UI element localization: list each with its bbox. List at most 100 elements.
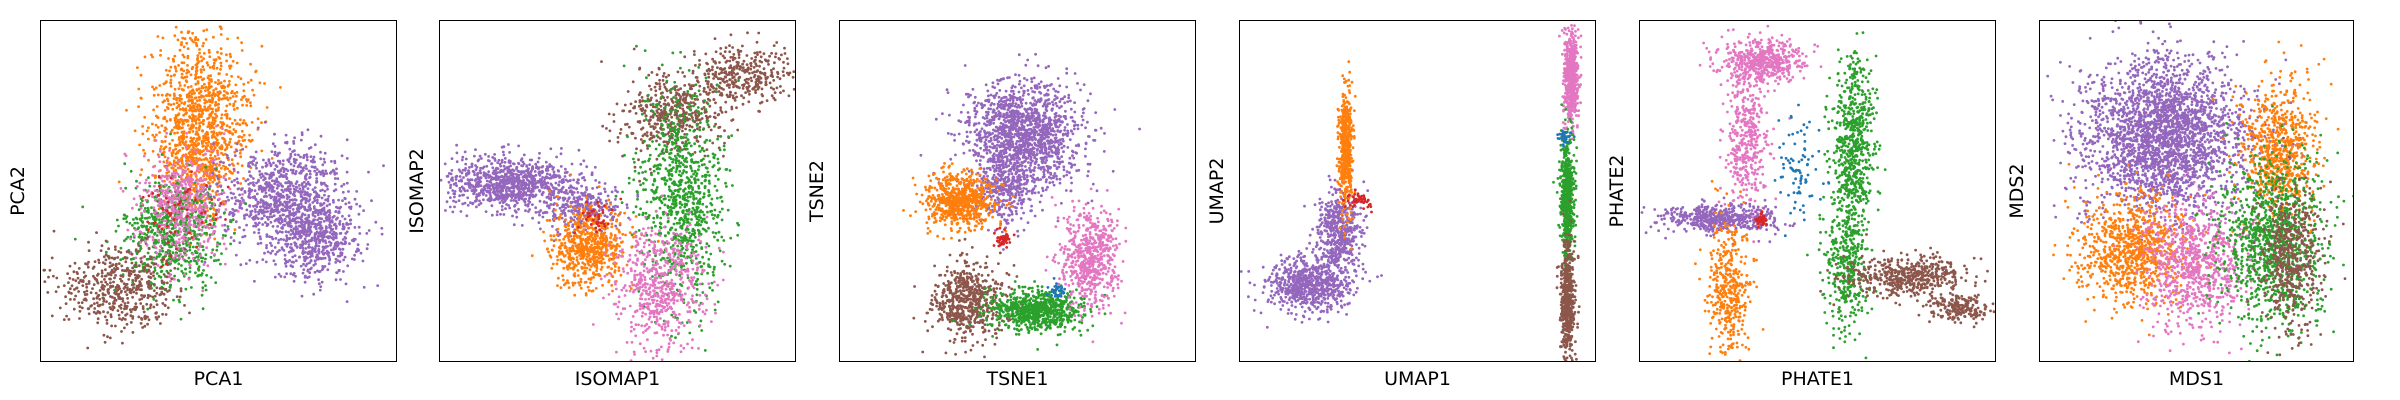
- data-point: [183, 37, 187, 41]
- data-point: [263, 120, 267, 124]
- data-point: [305, 240, 309, 244]
- data-point: [277, 241, 280, 245]
- data-point: [273, 144, 277, 148]
- data-point: [295, 246, 299, 249]
- data-point: [164, 126, 167, 130]
- data-point: [198, 51, 202, 55]
- data-point: [138, 143, 141, 147]
- data-point: [322, 174, 325, 178]
- data-point: [194, 69, 198, 73]
- data-point: [206, 63, 210, 67]
- data-point: [235, 142, 239, 146]
- data-point: [181, 126, 184, 129]
- data-point: [313, 160, 316, 164]
- data-point: [207, 123, 211, 126]
- data-point: [282, 238, 286, 242]
- data-point: [189, 90, 192, 94]
- data-point: [231, 162, 234, 166]
- data-point: [248, 192, 251, 196]
- data-point: [338, 206, 342, 210]
- data-point: [292, 190, 296, 194]
- data-point: [305, 230, 309, 234]
- data-point: [257, 212, 261, 216]
- data-point: [318, 288, 322, 292]
- data-point: [229, 137, 232, 141]
- data-point: [276, 225, 279, 228]
- data-point: [270, 179, 274, 183]
- data-point: [380, 232, 384, 236]
- data-point: [230, 180, 234, 184]
- data-point: [259, 198, 263, 202]
- data-point: [211, 189, 215, 193]
- data-point: [322, 206, 326, 210]
- data-point: [178, 143, 182, 147]
- data-point: [227, 198, 231, 202]
- data-point: [219, 64, 223, 68]
- data-point: [147, 176, 150, 180]
- series-2: [185, 120, 385, 303]
- data-point: [233, 183, 236, 187]
- data-point: [267, 158, 271, 162]
- data-point: [141, 125, 144, 128]
- data-point: [200, 158, 203, 162]
- data-point: [297, 153, 300, 157]
- data-point: [225, 128, 228, 132]
- data-point: [202, 95, 206, 98]
- data-point: [249, 175, 253, 178]
- data-point: [303, 208, 307, 211]
- data-point: [167, 57, 170, 60]
- data-point: [226, 227, 230, 231]
- data-point: [269, 251, 273, 255]
- data-point: [202, 52, 206, 55]
- data-point: [230, 211, 234, 215]
- data-point: [323, 189, 327, 193]
- data-point: [334, 218, 338, 221]
- data-point: [305, 158, 309, 162]
- data-point: [291, 193, 295, 196]
- data-point: [297, 184, 301, 187]
- data-point: [315, 173, 318, 177]
- data-point: [341, 247, 345, 251]
- data-point: [333, 182, 337, 186]
- data-point: [322, 208, 326, 212]
- data-point: [232, 108, 236, 111]
- data-point: [217, 98, 221, 102]
- data-point: [230, 158, 234, 162]
- data-point: [159, 145, 163, 148]
- data-point: [319, 224, 323, 228]
- data-point: [206, 76, 210, 80]
- data-point: [330, 232, 334, 236]
- data-point: [318, 216, 321, 220]
- data-point: [296, 206, 300, 210]
- data-point: [341, 190, 345, 194]
- data-point: [284, 242, 287, 246]
- data-point: [281, 195, 285, 199]
- data-point: [175, 101, 179, 105]
- data-point: [163, 140, 167, 143]
- data-point: [210, 130, 214, 134]
- data-point: [208, 184, 212, 188]
- data-point: [341, 224, 345, 228]
- data-point: [228, 125, 232, 129]
- data-point: [357, 212, 361, 216]
- data-point: [155, 133, 158, 137]
- data-point: [244, 202, 248, 206]
- data-point: [294, 213, 297, 216]
- data-point: [240, 188, 243, 192]
- data-point: [285, 215, 288, 218]
- data-point: [174, 124, 178, 127]
- data-point: [225, 73, 229, 76]
- data-point: [293, 153, 297, 157]
- data-point: [176, 131, 179, 135]
- data-point: [365, 247, 369, 251]
- data-point: [273, 201, 277, 205]
- data-point: [198, 109, 202, 112]
- data-point: [308, 172, 312, 176]
- data-point: [171, 138, 174, 142]
- data-point: [191, 137, 195, 141]
- data-point: [297, 230, 301, 233]
- data-point: [294, 182, 298, 186]
- data-point: [171, 57, 175, 61]
- data-point: [213, 237, 217, 241]
- data-point: [213, 146, 217, 150]
